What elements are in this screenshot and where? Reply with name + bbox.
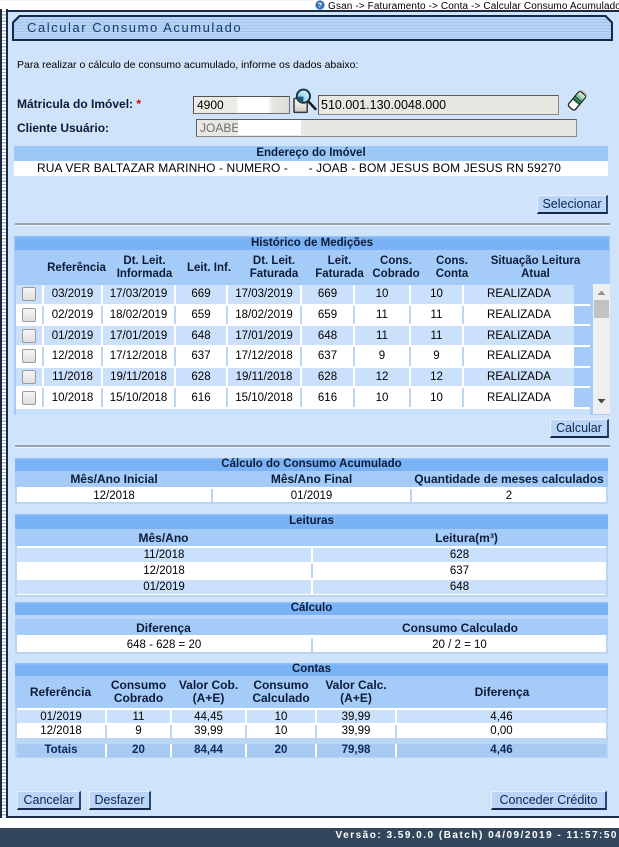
svg-text:?: ? — [318, 1, 323, 10]
